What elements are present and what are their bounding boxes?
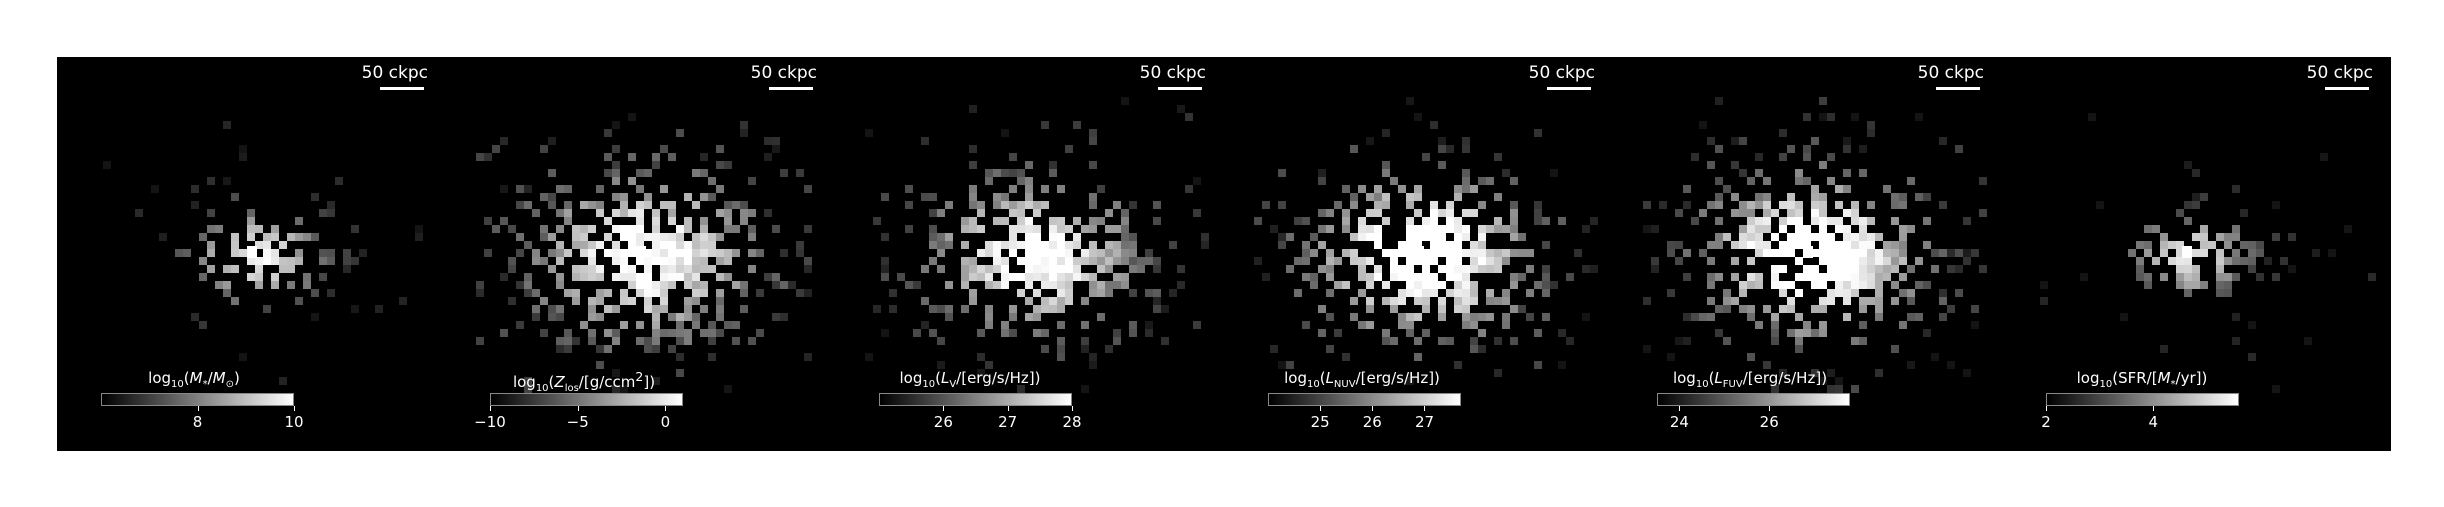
colorbar-tick-label: 4 [2148, 413, 2158, 431]
colorbar-tick-label: 27 [1414, 413, 1435, 431]
colorbar-tick-label: 26 [1362, 413, 1382, 431]
scale-bar [380, 87, 424, 90]
galaxy-core [2182, 246, 2192, 258]
colorbar-label: log10(Zlos/[g/ccm2]) [512, 369, 656, 394]
colorbar [490, 393, 683, 406]
scale-label: 50 ckpc [750, 63, 817, 83]
colorbar-label: log10(LV/[erg/s/Hz]) [899, 369, 1041, 390]
colorbar-tick [665, 406, 667, 411]
scale-bar [1158, 87, 1202, 90]
scale-label: 50 ckpc [1917, 63, 1984, 83]
colorbar-tick [1372, 406, 1374, 411]
colorbar [1657, 393, 1850, 406]
panel-metallicity: 50 ckpc log10(Zlos/[g/ccm2]) −10 −5 0 [446, 57, 835, 451]
colorbar-tick [197, 406, 199, 411]
colorbar-tick [1007, 406, 1009, 411]
colorbar-tick [577, 406, 579, 411]
colorbar-tick-label: −10 [474, 413, 506, 431]
nuv-luminosity-map [1254, 97, 1598, 385]
colorbar-tick-label: 27 [998, 413, 1018, 431]
panel-nuv-luminosity: 50 ckpc log10(LNUV/[erg/s/Hz]) 25 26 27 [1224, 57, 1613, 451]
colorbar-tick [1769, 406, 1771, 411]
colorbar-tick [1679, 406, 1681, 411]
colorbar-tick-label: −5 [566, 413, 589, 431]
colorbar-tick [1320, 406, 1322, 411]
colorbar-tick-label: 8 [192, 413, 203, 431]
metallicity-map [476, 113, 812, 393]
scale-bar [1547, 87, 1591, 90]
galaxy-core [1803, 246, 1813, 258]
colorbar-label: log10(LNUV/[erg/s/Hz]) [1284, 369, 1440, 390]
galaxy-core [1414, 246, 1424, 258]
image-strip: 50 ckpc log10(M*/M⊙) 8 10 50 ckpc log10(Z… [57, 57, 2391, 451]
colorbar-tick-label: 25 [1310, 413, 1330, 431]
sfr-map [2040, 113, 2376, 393]
colorbar [2046, 393, 2239, 406]
fuv-luminosity-map [1643, 97, 1987, 393]
colorbar-tick [1424, 406, 1426, 411]
scale-bar [769, 87, 813, 90]
scale-label: 50 ckpc [361, 63, 428, 83]
v-luminosity-map [865, 97, 1209, 393]
panel-stellar-mass: 50 ckpc log10(M*/M⊙) 8 10 [57, 57, 446, 451]
colorbar [101, 393, 294, 406]
colorbar-tick [294, 406, 295, 411]
colorbar-tick [2153, 406, 2155, 411]
scale-label: 50 ckpc [2306, 63, 2373, 83]
stellar-mass-map [103, 121, 423, 385]
colorbar-label: log10(LFUV/[erg/s/Hz]) [1672, 369, 1828, 390]
colorbar-tick [943, 406, 945, 411]
colorbar-tick-label: 26 [1759, 413, 1779, 431]
colorbar [1268, 393, 1461, 406]
scale-label: 50 ckpc [1528, 63, 1595, 83]
galaxy-core [247, 246, 257, 258]
panel-sfr: 50 ckpc log10(SFR/[M*/yr]) 2 4 [2002, 57, 2391, 451]
panel-v-luminosity: 50 ckpc log10(LV/[erg/s/Hz]) 26 27 28 [835, 57, 1224, 451]
colorbar [879, 393, 1072, 406]
colorbar-tick [2046, 406, 2047, 411]
colorbar-label: log10(M*/M⊙) [148, 369, 240, 390]
colorbar-tick-label: 26 [933, 413, 953, 431]
colorbar-tick-label: 0 [660, 413, 671, 431]
colorbar-tick [1072, 406, 1073, 411]
colorbar-tick-label: 24 [1669, 413, 1689, 431]
colorbar-tick-label: 10 [284, 413, 304, 431]
colorbar-tick-label: 28 [1062, 413, 1082, 431]
scale-bar [1936, 87, 1980, 90]
scale-bar [2325, 87, 2369, 90]
colorbar-label: log10(SFR/[M*/yr]) [2076, 369, 2208, 390]
galaxy-core [636, 246, 646, 258]
panel-fuv-luminosity: 50 ckpc log10(LFUV/[erg/s/Hz]) 24 26 [1613, 57, 2002, 451]
galaxy-core [1025, 246, 1035, 258]
scale-label: 50 ckpc [1139, 63, 1206, 83]
colorbar-tick [490, 406, 491, 411]
colorbar-tick-label: 2 [2041, 413, 2051, 431]
